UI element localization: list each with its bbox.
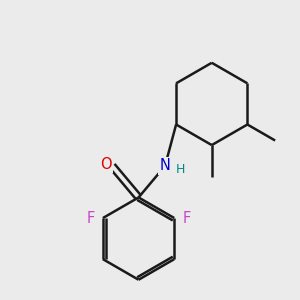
Text: O: O xyxy=(100,157,112,172)
Text: N: N xyxy=(160,158,170,173)
Text: H: H xyxy=(176,163,185,176)
Text: F: F xyxy=(86,211,94,226)
Text: F: F xyxy=(183,211,191,226)
